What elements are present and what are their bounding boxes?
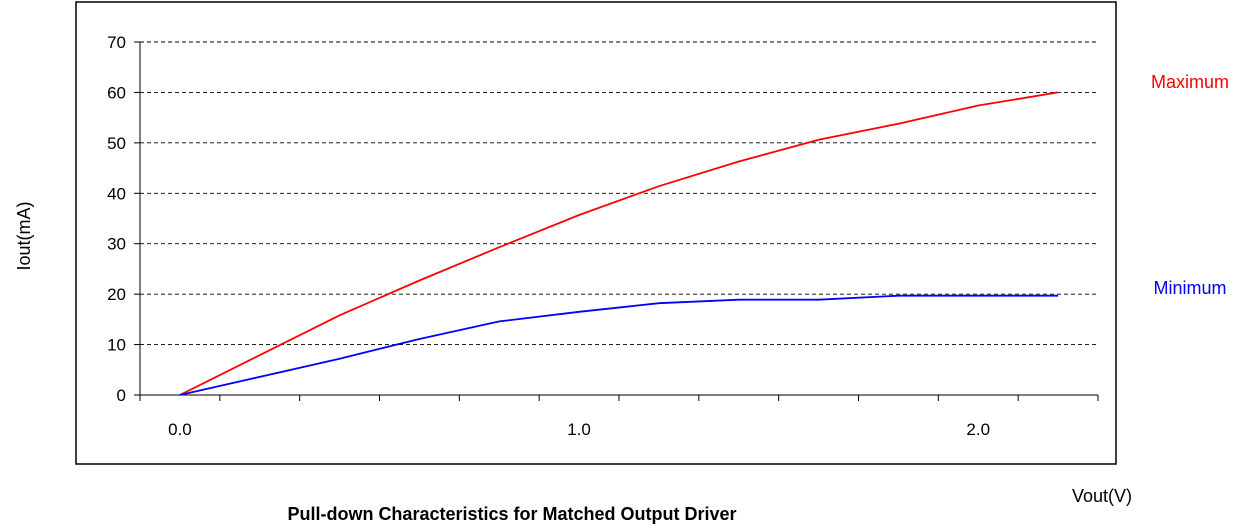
y-tick-label-60: 60 [107, 83, 126, 102]
y-tick-label-10: 10 [107, 336, 126, 355]
x-tick-label-2: 2.0 [966, 420, 990, 439]
x-axis-label: Vout(V) [1072, 486, 1132, 506]
y-tick-label-30: 30 [107, 235, 126, 254]
series-lines [179, 91, 1059, 396]
y-axis-ticks: 0 10 20 30 40 50 60 70 [107, 33, 140, 405]
axes [139, 42, 1098, 396]
y-tick-label-0: 0 [117, 386, 126, 405]
series-line-minimum [179, 294, 1059, 396]
x-tick-label-0: 0.0 [168, 420, 192, 439]
y-axis-label: Iout(mA) [14, 201, 34, 270]
legend: Maximum Minimum [1151, 72, 1229, 298]
y-tick-label-20: 20 [107, 285, 126, 304]
legend-label-maximum: Maximum [1151, 72, 1229, 92]
x-axis-ticks: 0.0 1.0 2.0 [139, 395, 1099, 439]
chart-title: Pull-down Characteristics for Matched Ou… [287, 504, 736, 524]
chart-frame [75, 1, 1117, 465]
y-tick-label-40: 40 [107, 184, 126, 203]
y-tick-label-70: 70 [107, 33, 126, 52]
y-tick-label-50: 50 [107, 134, 126, 153]
x-tick-label-1: 1.0 [567, 420, 591, 439]
series-line-maximum [179, 91, 1059, 396]
legend-label-minimum: Minimum [1153, 278, 1226, 298]
gridlines [140, 41, 1098, 346]
